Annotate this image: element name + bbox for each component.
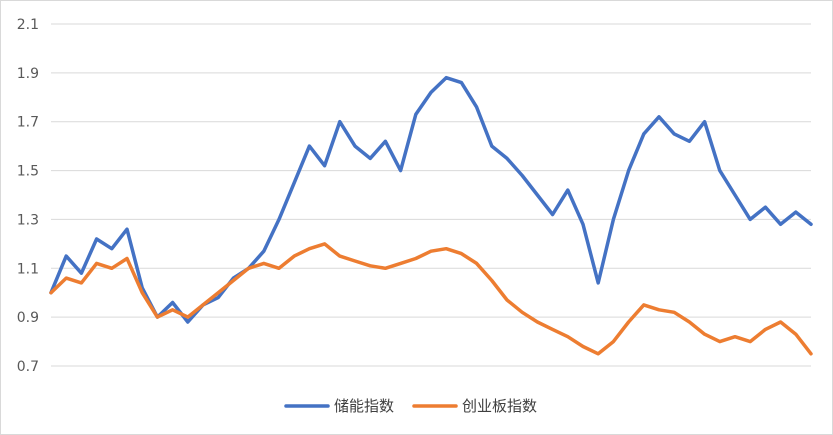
gridlines	[51, 23, 811, 367]
y-tick-label: 1.1	[17, 261, 39, 277]
series-line-0	[49, 75, 813, 324]
legend: 储能指数 创业板指数	[284, 397, 537, 415]
y-tick-label: 1.3	[17, 212, 39, 228]
y-tick-label: 1.5	[17, 164, 39, 180]
legend-label: 创业板指数	[462, 397, 537, 415]
y-tick-label: 0.9	[17, 310, 39, 326]
y-axis-ticks: 0.7 0.9 1.1 1.3 1.5 1.7 1.9 2.1	[17, 17, 39, 375]
series-line-1	[49, 242, 813, 356]
legend-label: 储能指数	[334, 397, 394, 415]
series-lines	[49, 75, 813, 356]
y-tick-label: 0.7	[17, 359, 39, 375]
y-tick-label: 1.9	[17, 66, 39, 82]
legend-item-0: 储能指数	[284, 397, 394, 415]
legend-item-1: 创业板指数	[412, 397, 537, 415]
y-tick-label: 2.1	[17, 17, 39, 33]
y-tick-label: 1.7	[17, 115, 39, 131]
